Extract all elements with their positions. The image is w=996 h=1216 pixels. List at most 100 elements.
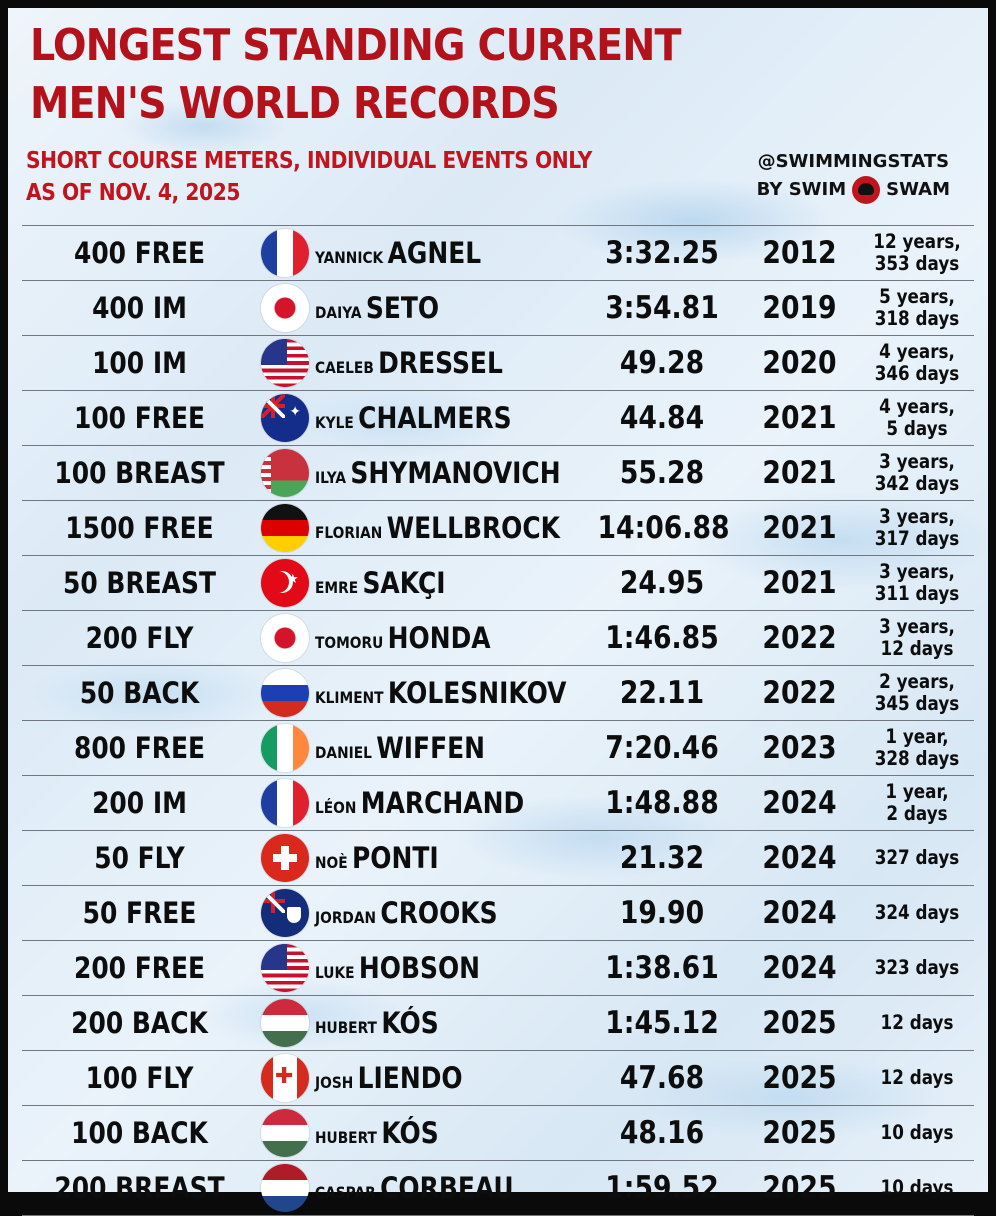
table-row: 100 BACK HUBERT KÓS 48.16 2025 10 days bbox=[22, 1105, 974, 1160]
swimmer-last-name: WELLBROCK bbox=[386, 511, 561, 545]
swimmer-first-name: EMRE bbox=[315, 578, 359, 597]
event-name: 100 BACK bbox=[71, 1116, 208, 1150]
table-row: 100 BREAST ILYA SHYMANOVICH 55.28 2021 3 yea… bbox=[22, 445, 974, 500]
swimmer-name: HUBERT KÓS bbox=[315, 1006, 573, 1040]
swimmer-first-name: JOSH bbox=[315, 1073, 354, 1092]
swimmer-name: DAIYA SETO bbox=[315, 291, 573, 325]
swimmer-name: YANNICK AGNEL bbox=[315, 236, 573, 270]
event-name: 100 FLY bbox=[85, 1061, 194, 1095]
record-time: 55.28 bbox=[619, 455, 705, 491]
infographic: LONGEST STANDING CURRENT MEN'S WORLD REC… bbox=[8, 8, 988, 1216]
event-name: 50 FLY bbox=[94, 841, 185, 875]
event-name: 200 BACK bbox=[71, 1006, 208, 1040]
record-time: 21.32 bbox=[619, 840, 705, 876]
swimmer-first-name: KLIMENT bbox=[315, 688, 384, 707]
country-flag-icon bbox=[261, 724, 309, 772]
record-duration: 10 days bbox=[880, 1121, 954, 1144]
record-duration: 3 years, 12 days bbox=[879, 615, 955, 660]
swimmer-last-name: SHYMANOVICH bbox=[350, 456, 561, 490]
record-duration: 327 days bbox=[874, 846, 960, 869]
event-name: 50 BACK bbox=[79, 676, 200, 710]
swimmer-name: KLIMENT KOLESNIKOV bbox=[315, 676, 573, 710]
swimmer-first-name: YANNICK bbox=[315, 248, 384, 267]
table-row: 50 FLY NOÈ PONTI 21.32 2024 327 days bbox=[22, 830, 974, 885]
event-name: 800 FREE bbox=[73, 731, 206, 765]
swimmer-last-name: WIFFEN bbox=[376, 731, 486, 765]
record-duration: 3 years, 342 days bbox=[874, 450, 960, 495]
table-row: 100 IM CAELEB DRESSEL 49.28 2020 4 years, 34… bbox=[22, 335, 974, 390]
swimmer-last-name: LIENDO bbox=[357, 1061, 463, 1095]
event-name: 200 FLY bbox=[85, 621, 194, 655]
swimmer-last-name: CHALMERS bbox=[358, 401, 512, 435]
swimmer-last-name: PONTI bbox=[351, 841, 439, 875]
record-year: 2019 bbox=[762, 290, 837, 326]
credit-by-swim: BY SWIM bbox=[756, 179, 847, 200]
record-time: 1:46.85 bbox=[605, 620, 719, 656]
record-duration: 324 days bbox=[874, 901, 960, 924]
swimmer-first-name: TOMORU bbox=[315, 633, 384, 652]
swimmer-first-name: ILYA bbox=[315, 468, 347, 487]
event-name: 50 FREE bbox=[82, 896, 197, 930]
swimmer-last-name: HOBSON bbox=[358, 951, 481, 985]
table-row: 200 BACK HUBERT KÓS 1:45.12 2025 12 days bbox=[22, 995, 974, 1050]
record-time: 22.11 bbox=[619, 675, 705, 711]
event-name: 50 BREAST bbox=[63, 566, 216, 600]
swimmer-last-name: AGNEL bbox=[387, 236, 482, 270]
records-table: 400 FREE YANNICK AGNEL 3:32.25 2012 12 years… bbox=[22, 225, 974, 1216]
country-flag-icon bbox=[261, 669, 309, 717]
country-flag-icon bbox=[261, 504, 309, 552]
record-year: 2023 bbox=[762, 730, 837, 766]
record-year: 2021 bbox=[762, 565, 837, 601]
swimmer-last-name: SETO bbox=[365, 291, 440, 325]
credit: @SWIMMINGSTATS BY SWIM SWAM bbox=[757, 148, 950, 204]
swimmer-first-name: HUBERT bbox=[315, 1018, 377, 1037]
record-time: 3:54.81 bbox=[605, 290, 719, 326]
swimmer-name: EMRE SAKÇI bbox=[315, 566, 573, 600]
record-time: 14:06.88 bbox=[597, 510, 730, 546]
record-time: 1:59.52 bbox=[605, 1170, 719, 1206]
swimmer-first-name: KYLE bbox=[315, 413, 354, 432]
swimmer-last-name: MARCHAND bbox=[360, 786, 525, 820]
record-year: 2021 bbox=[762, 455, 837, 491]
event-name: 400 FREE bbox=[73, 236, 206, 270]
table-row: 200 FLY TOMORU HONDA 1:46.85 2022 3 years, 1… bbox=[22, 610, 974, 665]
swimmer-first-name: CAELEB bbox=[315, 358, 374, 377]
swimmer-name: TOMORU HONDA bbox=[315, 621, 573, 655]
record-duration: 4 years, 346 days bbox=[874, 340, 960, 385]
country-flag-icon bbox=[261, 449, 309, 497]
swimmer-name: JOSH LIENDO bbox=[315, 1061, 573, 1095]
swimmer-first-name: DANIEL bbox=[315, 743, 372, 762]
credit-swam: SWAM bbox=[886, 179, 950, 200]
record-year: 2025 bbox=[762, 1060, 837, 1096]
title-line-1: LONGEST STANDING CURRENT bbox=[30, 20, 682, 71]
record-time: 24.95 bbox=[619, 565, 705, 601]
swimmer-first-name: NOÈ bbox=[315, 853, 348, 872]
swimmer-name: HUBERT KÓS bbox=[315, 1116, 573, 1150]
swimmer-last-name: KÓS bbox=[381, 1116, 439, 1150]
swimmer-first-name: CASPAR bbox=[315, 1183, 376, 1202]
event-name: 200 IM bbox=[92, 786, 187, 820]
country-flag-icon bbox=[261, 944, 309, 992]
record-time: 7:20.46 bbox=[605, 730, 719, 766]
swimmer-name: ILYA SHYMANOVICH bbox=[315, 456, 573, 490]
swimmer-name: LUKE HOBSON bbox=[315, 951, 573, 985]
country-flag-icon bbox=[261, 834, 309, 882]
table-row: 100 FLY JOSH LIENDO 47.68 2025 12 days bbox=[22, 1050, 974, 1105]
record-year: 2024 bbox=[762, 785, 837, 821]
record-year: 2024 bbox=[762, 840, 837, 876]
table-row: 400 FREE YANNICK AGNEL 3:32.25 2012 12 years… bbox=[22, 225, 974, 280]
swimmer-last-name: SAKÇI bbox=[362, 566, 446, 600]
event-name: 200 BREAST bbox=[54, 1171, 225, 1205]
subtitle-line-1: SHORT COURSE METERS, INDIVIDUAL EVENTS O… bbox=[26, 148, 592, 174]
swimmer-first-name: LUKE bbox=[315, 963, 355, 982]
country-flag-icon bbox=[261, 614, 309, 662]
swimmer-name: CASPAR CORBEAU bbox=[315, 1171, 573, 1205]
swimmer-name: LÉON MARCHAND bbox=[315, 786, 573, 820]
event-name: 100 BREAST bbox=[54, 456, 225, 490]
swimmer-last-name: HONDA bbox=[387, 621, 491, 655]
record-year: 2024 bbox=[762, 950, 837, 986]
record-time: 47.68 bbox=[619, 1060, 705, 1096]
record-year: 2024 bbox=[762, 895, 837, 931]
credit-handle: @SWIMMINGSTATS bbox=[757, 151, 950, 172]
swimmer-last-name: KÓS bbox=[381, 1006, 439, 1040]
